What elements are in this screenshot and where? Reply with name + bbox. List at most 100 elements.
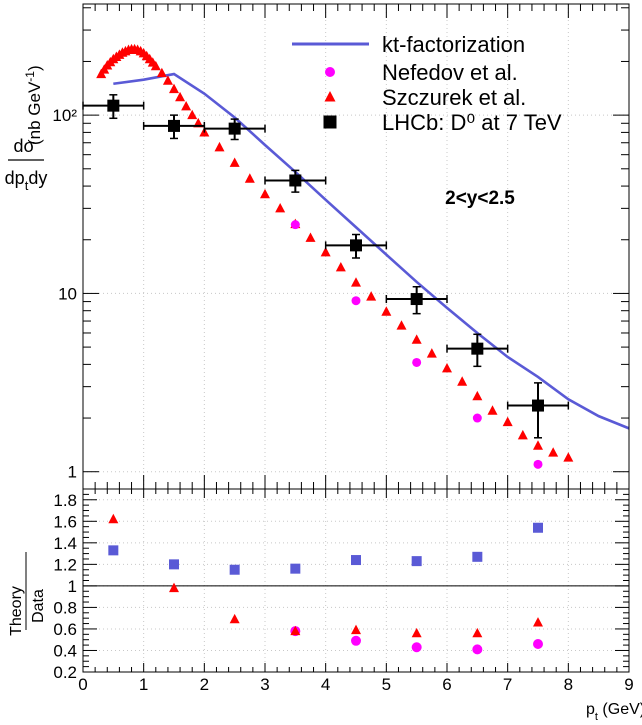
szczurek-point: [502, 416, 513, 427]
lhcb-point: [532, 399, 544, 412]
szczurek-point: [517, 429, 528, 440]
ratio-y-tick-label: 0.2: [53, 663, 77, 682]
ratio-kt-point: [290, 563, 301, 574]
szczurek-point: [275, 202, 286, 213]
nefedov-point: [533, 459, 543, 469]
ratio-x-tick-label: 5: [382, 675, 391, 694]
ratio-y-tick-label: 1.4: [53, 534, 77, 553]
legend-label: Szczurek et al.: [382, 85, 526, 110]
ratio-szczurek-point: [351, 624, 361, 635]
svg-text:Theory: Theory: [8, 586, 25, 636]
ratio-szczurek-point: [472, 627, 483, 638]
lhcb-point: [228, 122, 241, 135]
ratio-y-tick-label: 1.2: [53, 555, 77, 574]
ratio-y-tick-label: 1: [68, 577, 77, 596]
ratio-kt-point: [533, 522, 543, 533]
szczurek-point: [548, 447, 559, 457]
ratio-x-tick-label: 6: [442, 675, 451, 694]
szczurek-point: [381, 306, 392, 316]
svg-text:dσ: dσ: [13, 136, 34, 156]
szczurek-point: [260, 188, 270, 199]
lhcb-point: [350, 239, 362, 252]
legend: kt-factorization Nefedov et al.Szczurek e…: [292, 32, 562, 135]
szczurek-point: [533, 440, 543, 450]
ratio-kt-point: [411, 556, 422, 567]
ratio-kt-point: [472, 551, 483, 562]
szczurek-point: [150, 60, 161, 71]
ratio-kt-point: [169, 559, 179, 570]
ratio-szczurek-point: [533, 617, 543, 627]
ratio-kt-point: [351, 555, 361, 566]
szczurek-point: [305, 232, 316, 242]
szczurek-point: [175, 91, 186, 102]
main-y-tick-label: 10: [58, 284, 77, 303]
ratio-szczurek-point: [108, 513, 119, 524]
legend-label: kt-factorization: [382, 32, 525, 57]
ratio-szczurek-point: [229, 613, 240, 624]
lhcb-point: [107, 99, 120, 112]
ratio-plot: 0.2 0.4 0.6 0.8 1 1.2 1.4 1.6 1.8 0 1 2 3 4 5 6 7 8 9: [53, 488, 634, 694]
ratio-szczurek-point: [411, 627, 422, 638]
svg-text:Data: Data: [30, 589, 47, 623]
legend-lhcb-marker: [323, 115, 337, 129]
ratio-y-tick-label: 0.6: [53, 620, 77, 639]
main-y-tick-label: 1: [68, 463, 77, 482]
szczurek-point: [442, 362, 452, 373]
ratio-x-tick-label: 3: [260, 675, 269, 694]
ratio-x-tick-label: 2: [200, 675, 209, 694]
szczurek-point: [366, 291, 377, 301]
szczurek-point: [487, 405, 498, 415]
ratio-nefedov-point: [411, 642, 422, 653]
ratio-x-tick-label: 0: [78, 675, 87, 694]
legend-nefedov-marker: [325, 67, 335, 77]
nefedov-point: [290, 220, 300, 230]
ratio-x-tick-label: 1: [139, 675, 148, 694]
ratio-y-tick-label: 0.8: [53, 598, 77, 617]
ratio-szczurek-point: [169, 582, 179, 593]
nefedov-point: [412, 357, 422, 367]
szczurek-point: [411, 334, 422, 344]
ratio-y-tick-label: 1.6: [53, 512, 77, 531]
szczurek-point: [229, 157, 240, 167]
kt-factorization-curve: [113, 72, 630, 430]
ratio-kt-point: [108, 545, 119, 556]
szczurek-point: [457, 376, 468, 386]
szczurek-point: [426, 348, 437, 358]
nefedov-point: [351, 296, 361, 306]
szczurek-point: [169, 83, 179, 94]
ratio-y-tick-label: 1.8: [53, 491, 77, 510]
ratio-nefedov-point: [472, 644, 483, 655]
lhcb-point: [289, 174, 302, 187]
szczurek-point: [335, 261, 346, 272]
szczurek-point: [214, 141, 225, 152]
ratio-x-tick-label: 8: [564, 675, 573, 694]
x-axis-title: pt (GeV): [586, 701, 642, 723]
ratio-szczurek-point: [290, 625, 301, 636]
legend-szczurek-marker: [324, 91, 336, 102]
lhcb-point: [168, 119, 180, 132]
szczurek-point: [563, 452, 574, 462]
ratio-kt-point: [229, 564, 240, 575]
main-y-tick-label: 10²: [52, 106, 77, 125]
ratio-x-tick-label: 9: [624, 675, 633, 694]
ratio-y-tick-label: 0.4: [53, 641, 77, 660]
ratio-x-tick-label: 7: [503, 675, 512, 694]
nefedov-point: [472, 413, 482, 423]
lhcb-point: [471, 342, 484, 355]
szczurek-point: [187, 109, 198, 120]
szczurek-point: [472, 390, 483, 401]
ratio-y-axis-title: Theory Data: [8, 552, 47, 636]
szczurek-point: [320, 246, 331, 257]
szczurek-point: [351, 277, 361, 287]
szczurek-point: [181, 100, 192, 111]
ratio-nefedov-point: [351, 635, 361, 646]
ratio-nefedov-point: [533, 639, 543, 650]
svg-text:(nb GeV-1): (nb GeV-1): [23, 65, 44, 145]
rapidity-range-label: 2<y<2.5: [445, 188, 515, 209]
szczurek-point: [396, 320, 407, 330]
szczurek-point: [162, 75, 173, 85]
legend-label: LHCb: D⁰ at 7 TeV: [382, 110, 562, 135]
szczurek-point: [244, 173, 255, 183]
lhcb-point: [410, 293, 423, 306]
